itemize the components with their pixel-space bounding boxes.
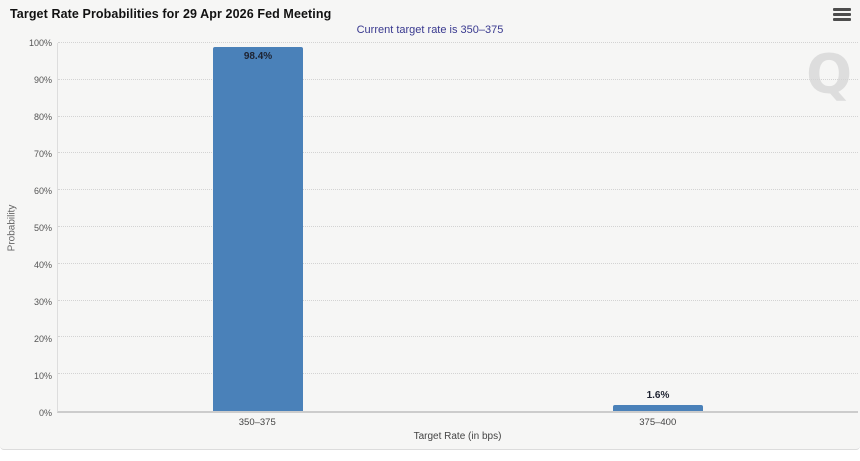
gridline-30 [58, 299, 858, 301]
hamburger-bar [833, 13, 851, 16]
bar-value-label: 98.4% [243, 50, 273, 62]
y-tick-90: 90% [33, 75, 52, 85]
gridline-60 [58, 189, 858, 191]
fedwatch-chart-card: Target Rate Probabilities for 29 Apr 202… [0, 7, 860, 450]
y-tick-80: 80% [33, 112, 52, 122]
x-tick-375-400: 375–400 [639, 417, 677, 428]
hamburger-menu-icon[interactable] [833, 8, 851, 21]
y-tick-60: 60% [33, 186, 52, 196]
bar-350-375[interactable]: 98.4% [213, 46, 303, 411]
y-tick-30: 30% [33, 297, 52, 307]
bar-value-label: 1.6% [646, 390, 670, 402]
gridline-50 [58, 226, 858, 227]
plot-area: 98.4% 1.6% [57, 42, 858, 413]
hamburger-bar [833, 8, 851, 11]
gridline-70 [58, 152, 858, 154]
x-tick-350-375: 350–375 [238, 417, 276, 428]
bar-375-400[interactable]: 1.6% [613, 390, 703, 411]
quikstrike-watermark: Q [806, 43, 852, 106]
y-tick-40: 40% [33, 260, 52, 270]
y-tick-50: 50% [33, 223, 52, 233]
chart-title: Target Rate Probabilities for 29 Apr 202… [10, 7, 332, 21]
gridline-80 [58, 115, 858, 117]
x-axis-title: Target Rate (in bps) [413, 431, 502, 442]
gridline-40 [58, 262, 858, 264]
gridline-90 [58, 78, 858, 80]
y-axis-tick-labels: 0% 10% 20% 30% 40% 50% 60% 70% 80% 90% 100% [0, 38, 52, 418]
y-tick-100: 100% [28, 38, 52, 48]
current-target-rate-subtitle: Current target rate is 350–375 [356, 24, 504, 36]
y-tick-70: 70% [33, 149, 52, 159]
hamburger-bar [833, 18, 851, 21]
gridline-10 [58, 373, 858, 375]
y-tick-0: 0% [38, 408, 52, 418]
y-tick-20: 20% [33, 334, 52, 344]
gridline-100 [58, 42, 858, 43]
gridline-20 [58, 336, 858, 338]
x-axis-tick-labels: 350–375 375–400 [57, 417, 858, 429]
y-tick-10: 10% [33, 371, 52, 381]
